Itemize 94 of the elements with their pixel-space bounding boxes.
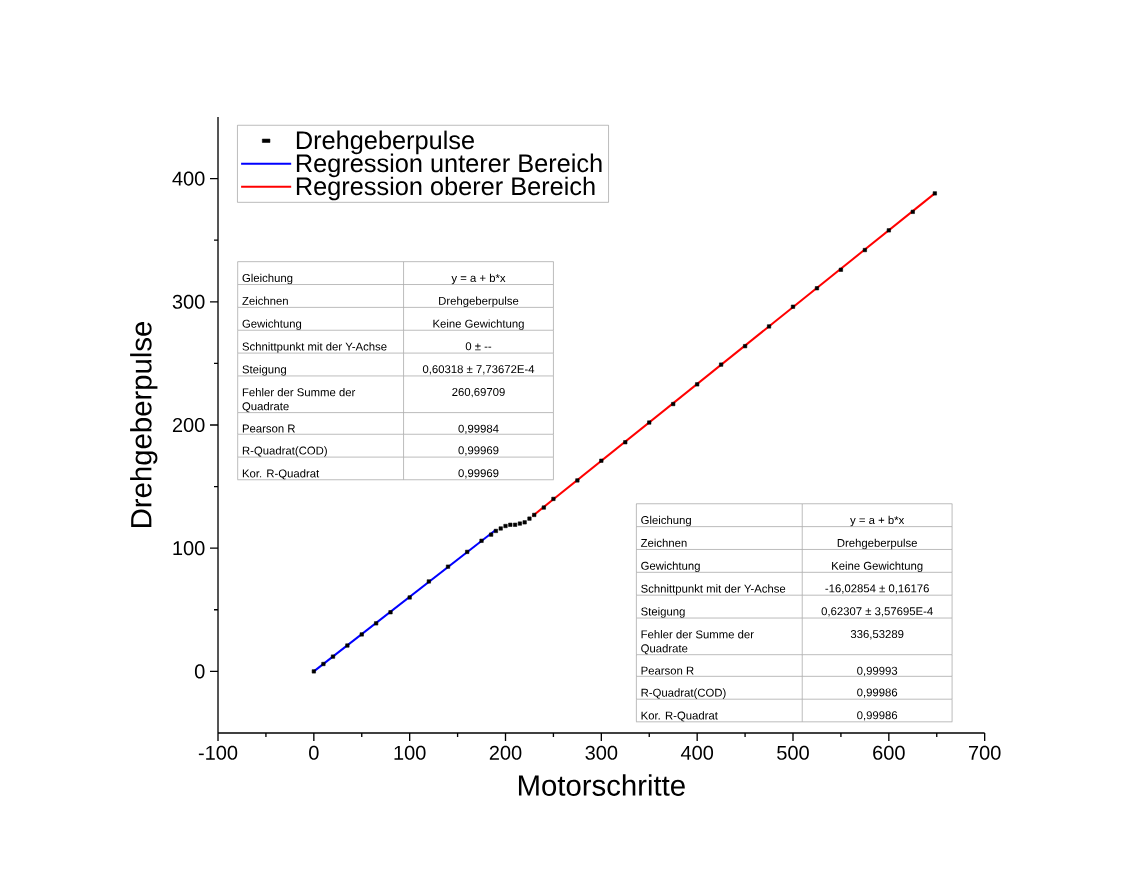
annotation: Zeichnen (640, 538, 687, 547)
point (359, 632, 364, 637)
point (767, 324, 772, 329)
point (671, 402, 676, 407)
annotation: Gewichtung (242, 319, 302, 330)
annotation: Zeichnen (242, 296, 288, 305)
x-tick-label: 200 (489, 745, 522, 760)
annotation: 0,60318 ± 7,73672E-4 (422, 365, 535, 375)
annotation: 0,99986 (857, 688, 898, 698)
point (331, 654, 336, 659)
point (886, 228, 891, 233)
annotation: -16,02854 ± 0,16176 (825, 584, 929, 594)
annotation: Fehler der Summe der Quadrate (242, 387, 356, 413)
point (508, 522, 513, 527)
annotation: 0,99969 (458, 446, 499, 456)
point (503, 524, 508, 529)
point (575, 478, 580, 483)
point (479, 538, 484, 543)
point (862, 248, 867, 253)
point (719, 362, 724, 367)
annotation: Drehgeberpulse (837, 538, 917, 550)
annotation: Drehgeberpulse (439, 296, 519, 308)
x-tick-label: 300 (585, 745, 618, 760)
y-tick-label: 400 (172, 171, 205, 186)
annotation: 0 ± -- (465, 342, 492, 351)
point (489, 532, 494, 537)
annotation: 0,99993 (857, 666, 898, 677)
point (910, 209, 915, 214)
y-tick-label: 100 (173, 541, 205, 556)
x-axis-title: Motorschritte (518, 774, 685, 796)
point (311, 669, 316, 674)
x-tick-label: 500 (777, 745, 809, 760)
point (465, 549, 470, 554)
y-tick-label: 200 (172, 417, 205, 433)
point (345, 643, 350, 648)
point (541, 505, 546, 510)
annotation: 0,99969 (458, 469, 499, 479)
legend-label: Regression oberer Bereich (296, 176, 595, 201)
annotation: Pearson R (242, 424, 295, 433)
annotation: 336,53289 (850, 630, 904, 640)
point (623, 440, 628, 445)
point (321, 661, 326, 666)
annotation: Kor. R-Quadrat (242, 469, 320, 480)
annotation: 0,99984 (458, 424, 499, 434)
y-tick-label: 300 (172, 294, 205, 309)
point (791, 304, 796, 309)
annotation: y = a + b*x (451, 273, 506, 285)
point (647, 420, 652, 425)
annotation: Gewichtung (641, 561, 700, 573)
point (426, 579, 431, 584)
annotation: Keine Gewichtung (832, 561, 923, 573)
annotation: Gleichung (242, 273, 293, 285)
y-axis-title: Drehgeberpulse (130, 321, 158, 527)
point (493, 528, 498, 533)
annotation: Kor. R-Quadrat (641, 711, 718, 722)
point (932, 191, 937, 196)
annotation: 0,99986 (857, 711, 898, 721)
x-tick-label: 0 (309, 745, 319, 760)
annotation: Schnittpunkt mit der Y-Achse (641, 584, 786, 595)
point (814, 286, 819, 291)
annotation: Pearson R (641, 666, 694, 675)
x-tick-label: 600 (873, 745, 905, 760)
point (517, 521, 522, 526)
annotation: 0,62307 ± 3,57695E-4 (821, 607, 933, 617)
annotation: R-Quadrat(COD) (242, 446, 327, 457)
x-tick-label: -100 (198, 745, 238, 760)
annotation: Steigung (641, 607, 685, 618)
point (407, 595, 412, 600)
annotation: Gleichung (641, 515, 691, 527)
point (374, 621, 379, 626)
annotation: R-Quadrat(COD) (641, 688, 726, 699)
point (599, 458, 604, 463)
point (743, 344, 748, 349)
point (498, 526, 503, 531)
point (522, 520, 527, 525)
annotation: 260,69709 (452, 387, 505, 398)
legend-label: Drehgeberpulse (296, 130, 474, 155)
point (527, 516, 532, 521)
annotation: Steigung (242, 365, 286, 376)
x-tick-label: 100 (394, 745, 426, 760)
annotation: Fehler der Summe der Quadrate (641, 630, 754, 655)
point (532, 512, 537, 517)
annotation: Schnittpunkt mit der Y-Achse (242, 342, 387, 353)
annotation: Keine Gewichtung (433, 319, 524, 330)
x-tick-label: 700 (969, 745, 1001, 760)
point (513, 522, 518, 527)
annotation: y = a + b*x (850, 515, 905, 527)
point (446, 564, 451, 569)
y-tick-label: 0 (194, 664, 205, 679)
x-tick-label: 400 (680, 745, 714, 760)
point (388, 610, 393, 615)
point (695, 382, 700, 387)
point (838, 267, 843, 272)
point (551, 496, 556, 501)
